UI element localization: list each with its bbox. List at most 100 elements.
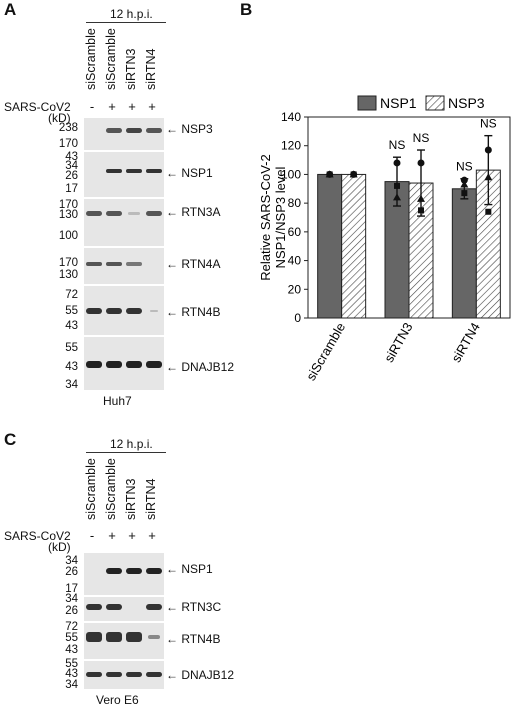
panel-c-letter: C <box>4 430 17 449</box>
panel-c-mw-72: 72 <box>65 621 78 633</box>
panel-a-mw-72: 72 <box>65 289 78 301</box>
panel-a-sign-2: + <box>108 99 116 114</box>
band <box>106 632 122 642</box>
panel-c-kd-label: (kD) <box>48 540 71 554</box>
panel-a-lane-label-1: siScramble <box>84 28 98 90</box>
y-axis-label-line2: NSP1/NSP3 level <box>273 166 288 268</box>
panel-c-label-rtn3c-text: RTN3C <box>181 600 222 614</box>
band <box>86 604 102 610</box>
data-point <box>460 180 469 188</box>
y-tick-label: 60 <box>288 225 302 239</box>
panel-c-lane-label-4: siRTN4 <box>144 478 158 520</box>
data-point <box>417 194 425 202</box>
panel-c-blot-rtn4b <box>84 623 164 659</box>
band <box>106 568 122 574</box>
y-tick-label: 20 <box>288 282 302 296</box>
panel-c-label-dnajb12: ← DNAJB12 <box>166 668 235 682</box>
panel-c-blot-dnajb12 <box>84 661 164 689</box>
data-point <box>460 176 468 184</box>
panel-a-mw-34: 34 <box>65 160 78 172</box>
panel-b-letter: B <box>240 0 253 19</box>
panel-a-mw-17: 17 <box>65 183 78 195</box>
data-point <box>485 208 492 215</box>
panel-c-mw-55b: 55 <box>65 658 78 670</box>
band <box>86 361 102 368</box>
panel-a-mw-55: 55 <box>65 305 78 317</box>
band <box>106 169 122 173</box>
panel-a-label-dnajb12-text: DNAJB12 <box>181 360 235 374</box>
band <box>106 604 122 610</box>
panel-a-mw-170c: 170 <box>58 257 78 269</box>
band <box>86 211 102 216</box>
panel-a-mw-170b: 170 <box>58 199 78 211</box>
panel-c-label-rtn4b: ← RTN4B <box>166 632 221 646</box>
panel-c-sign-2: + <box>108 528 116 543</box>
panel-a-label-nsp1-text: NSP1 <box>181 166 213 180</box>
data-point <box>461 190 468 197</box>
band <box>148 635 160 639</box>
panel-a-label-rtn4b: ← RTN4B <box>166 305 221 319</box>
panel-a-label-rtn3a: ← RTN3A <box>166 205 221 219</box>
panel-a-mw-43: 43 <box>65 151 78 163</box>
band <box>106 128 122 133</box>
band <box>86 632 102 642</box>
panel-c-sign-3: + <box>128 528 136 543</box>
panel-a-mw-238: 238 <box>58 122 78 134</box>
panel-c-sign-4: + <box>148 528 156 543</box>
x-tick-label: siRTN3 <box>381 320 416 365</box>
panel-c-label-rtn3c: ← RTN3C <box>166 600 222 614</box>
x-tick-label: siRTN4 <box>448 320 483 365</box>
panel-a-kd-label: (kD) <box>48 111 71 125</box>
panel-c-label-dnajb12-text: DNAJB12 <box>181 668 235 682</box>
panel-a-sign-1: - <box>89 99 95 114</box>
panel-a-cell-line: Huh7 <box>103 394 132 408</box>
panel-a-mw-55b: 55 <box>65 342 78 354</box>
panel-c-blot-rtn3c <box>84 597 164 621</box>
panel-a-lane-label-4: siRTN4 <box>144 48 158 90</box>
y-tick-label: 0 <box>294 311 301 325</box>
bar <box>317 173 343 319</box>
panel-c-lane-label-1: siScramble <box>84 458 98 520</box>
legend-label: NSP3 <box>448 95 485 111</box>
panel-c-mw-55: 55 <box>65 632 78 644</box>
panel-c-mw-17: 17 <box>65 583 78 595</box>
bar <box>451 188 477 319</box>
y-tick-label: 100 <box>281 167 301 181</box>
data-point <box>393 193 401 201</box>
significance-label: NS <box>480 117 497 131</box>
legend-label: NSP1 <box>380 95 417 111</box>
band <box>126 262 142 266</box>
y-axis-label-line1: Relative SARS-CoV-2 <box>258 154 273 280</box>
panel-c-label-nsp1: ← NSP1 <box>166 562 213 576</box>
band <box>126 169 142 173</box>
panel-c-mw-43b: 43 <box>65 668 78 680</box>
band <box>126 128 142 133</box>
y-tick-label: 120 <box>281 139 301 153</box>
significance-label: NS <box>413 131 430 145</box>
panel-c-mw-43: 43 <box>65 644 78 656</box>
panel-a-sign-3: + <box>128 99 136 114</box>
data-point <box>394 182 400 189</box>
band <box>106 308 122 314</box>
panel-a-label-nsp1: ← NSP1 <box>166 166 213 180</box>
band <box>150 310 158 312</box>
panel-a-mw-43b: 43 <box>65 320 78 332</box>
band <box>126 632 142 642</box>
panel-a-blot-rtn3a <box>84 199 164 246</box>
panel-a-mw-26: 26 <box>65 170 78 182</box>
data-point <box>350 171 357 178</box>
panel-c-mw-34c: 34 <box>65 679 78 691</box>
band <box>146 361 162 368</box>
panel-a-blot-rtn4b <box>84 286 164 335</box>
panel-c-cell-line: Vero E6 <box>96 693 139 707</box>
panel-a-blot-nsp3 <box>84 118 164 150</box>
y-tick-label: 140 <box>281 110 301 124</box>
legend-swatch <box>357 95 377 111</box>
panel-a-timepoint-line <box>86 22 166 23</box>
y-tick-label: 80 <box>288 196 302 210</box>
band <box>128 212 140 215</box>
band <box>146 604 162 610</box>
panel-a-mw-130b: 130 <box>58 269 78 281</box>
band <box>126 568 142 574</box>
panel-c-blot-nsp1 <box>84 553 164 595</box>
